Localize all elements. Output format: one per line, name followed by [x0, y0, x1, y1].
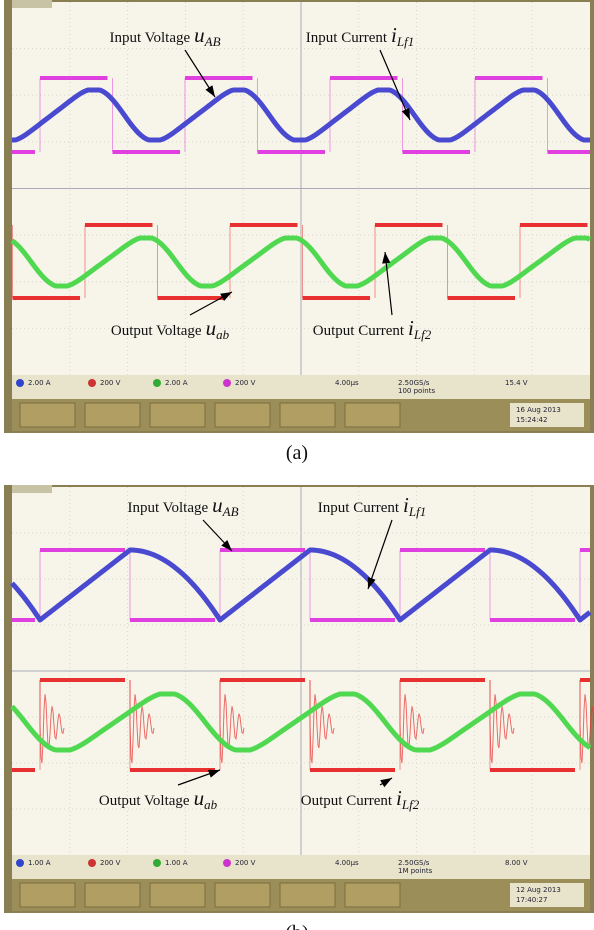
annotation-symbol: u	[206, 316, 217, 340]
status-text: 4.00µs	[335, 379, 359, 387]
status-text: 200 V	[235, 379, 256, 387]
time-text: 17:40:27	[516, 896, 547, 904]
status-text: 8.00 V	[505, 859, 528, 867]
annotation-label: Input Voltage	[109, 30, 190, 46]
caption: (a)	[286, 442, 308, 464]
status-text: 1.00 A	[28, 859, 51, 867]
menu-button	[280, 883, 335, 907]
screen-label	[12, 485, 52, 493]
status-bar	[12, 855, 590, 879]
menu-button	[150, 403, 205, 427]
annotation-label: Output Current	[301, 793, 393, 809]
time-text: 15:24:42	[516, 416, 547, 424]
channel-badge	[223, 859, 231, 867]
annotation-symbol: u	[194, 786, 205, 810]
status-text: 2.00 A	[165, 379, 188, 387]
annotation-subscript: AB	[222, 504, 239, 519]
status-bar	[12, 375, 590, 399]
channel-badge	[16, 859, 24, 867]
annotation-subscript: Lf2	[401, 797, 420, 812]
channel-badge	[153, 859, 161, 867]
menu-button	[20, 403, 75, 427]
channel-badge	[88, 859, 96, 867]
menu-button	[345, 403, 400, 427]
status-text: 200 V	[235, 859, 256, 867]
menu-button	[85, 403, 140, 427]
channel-badge	[153, 379, 161, 387]
annotation-subscript: ab	[204, 797, 218, 812]
menu-button	[345, 883, 400, 907]
annotation-symbol: u	[212, 493, 223, 517]
figure: Input VoltageuABInput CurrentiLf1Output …	[0, 0, 594, 930]
status-text: 15.4 V	[505, 379, 528, 387]
channel-badge	[88, 379, 96, 387]
menu-button	[85, 883, 140, 907]
channel-badge	[16, 379, 24, 387]
date-text: 16 Aug 2013	[516, 406, 561, 414]
screen-label	[12, 0, 52, 8]
menu-button	[150, 883, 205, 907]
annotation-subscript: ab	[216, 327, 230, 342]
annotation-label: Output Voltage	[111, 323, 202, 339]
status-text: 200 V	[100, 379, 121, 387]
status-text: 2.50GS/s	[398, 859, 430, 867]
menu-button	[215, 403, 270, 427]
status-text: 200 V	[100, 859, 121, 867]
annotation-subscript: Lf1	[408, 504, 426, 519]
annotation-label: Output Voltage	[99, 793, 190, 809]
channel-badge	[223, 379, 231, 387]
annotation-symbol: u	[194, 23, 205, 47]
annotation-subscript: AB	[204, 34, 221, 49]
menu-button	[280, 403, 335, 427]
status-text: 100 points	[398, 387, 435, 395]
menu-button	[215, 883, 270, 907]
annotation-label: Input Current	[318, 500, 400, 516]
status-text: 4.00µs	[335, 859, 359, 867]
annotation-subscript: Lf1	[396, 34, 414, 49]
annotation-subscript: Lf2	[413, 327, 432, 342]
status-text: 2.00 A	[28, 379, 51, 387]
date-text: 12 Aug 2013	[516, 886, 561, 894]
annotation-label: Output Current	[313, 323, 405, 339]
annotation-label: Input Voltage	[127, 500, 208, 516]
status-text: 1M points	[398, 867, 433, 875]
annotation-label: Input Current	[306, 30, 388, 46]
menu-button	[20, 883, 75, 907]
status-text: 1.00 A	[165, 859, 188, 867]
status-text: 2.50GS/s	[398, 379, 430, 387]
caption: (b)	[285, 922, 308, 930]
